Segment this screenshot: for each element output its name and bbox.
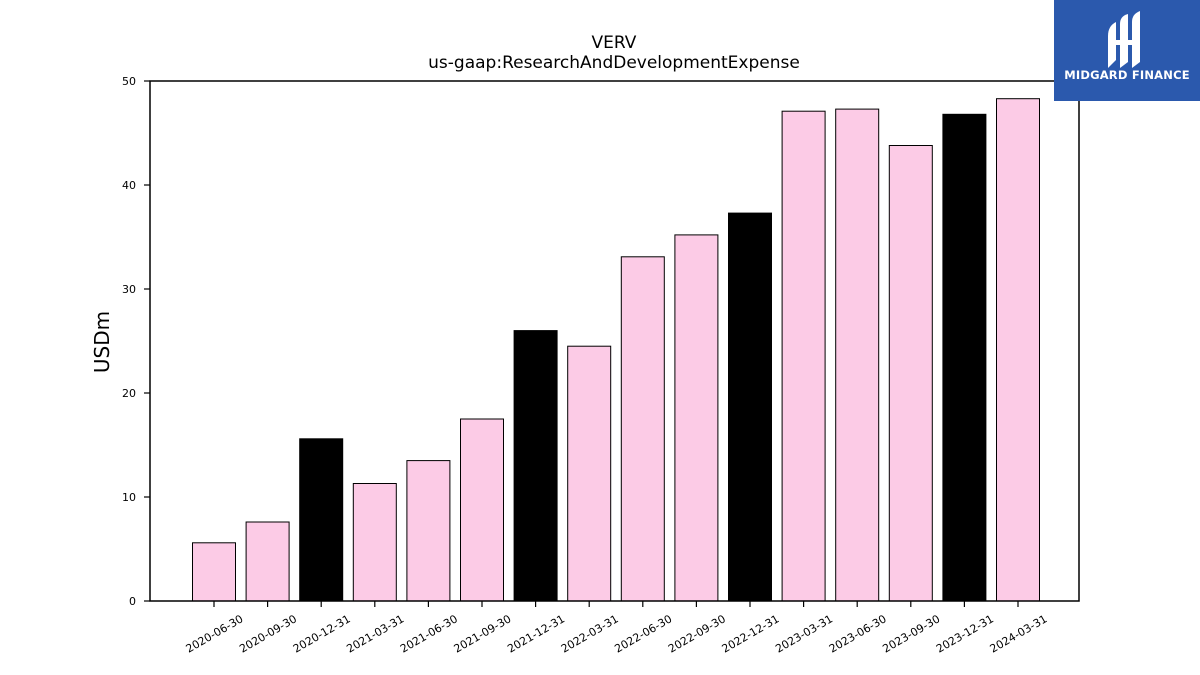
bar-2020-09-30 <box>245 521 290 602</box>
midgard-finance-logo: MIDGARD FINANCE <box>1054 0 1200 101</box>
bar-2021-03-31 <box>352 483 397 602</box>
bar-2020-06-30 <box>192 542 236 602</box>
bar-2021-09-30 <box>460 418 504 602</box>
x-tick-label: 2023-12-31 <box>934 612 996 655</box>
bar-2023-03-31 <box>781 110 826 602</box>
y-tick-label: 30 <box>122 283 136 296</box>
y-tick-label: 50 <box>122 75 136 88</box>
x-tick-label: 2020-06-30 <box>184 612 246 655</box>
x-tick-label: 2024-03-31 <box>988 612 1050 655</box>
bar-2020-12-31 <box>299 438 344 602</box>
bar-2022-09-30 <box>674 234 719 602</box>
bar-2023-06-30 <box>835 108 880 602</box>
bars-group <box>192 98 1040 602</box>
x-axis: 2020-06-302020-09-302020-12-312021-03-31… <box>184 601 1050 656</box>
bar-2022-03-31 <box>567 345 612 602</box>
bar-2021-12-31 <box>513 330 558 602</box>
x-tick-label: 2022-09-30 <box>666 612 728 655</box>
bar-2022-12-31 <box>728 212 772 602</box>
y-tick-label: 40 <box>122 179 136 192</box>
x-tick-label: 2020-09-30 <box>237 612 299 655</box>
bar-2024-03-31 <box>996 98 1040 602</box>
x-tick-label: 2021-12-31 <box>505 612 567 655</box>
y-tick-label: 20 <box>122 387 136 400</box>
midgard-logo-icon <box>1108 11 1140 68</box>
x-tick-label: 2022-03-31 <box>559 612 621 655</box>
x-tick-label: 2023-09-30 <box>880 612 942 655</box>
y-tick-label: 0 <box>129 595 136 608</box>
y-tick-label: 10 <box>122 491 136 504</box>
x-tick-label: 2021-09-30 <box>452 612 514 655</box>
x-tick-label: 2023-06-30 <box>827 612 889 655</box>
chart-subtitle: us-gaap:ResearchAndDevelopmentExpense <box>428 53 800 73</box>
x-tick-label: 2022-06-30 <box>612 612 674 655</box>
plot-frame <box>149 80 1080 602</box>
bar-2023-12-31 <box>942 113 987 602</box>
bar-2022-06-30 <box>620 256 665 602</box>
y-axis: 0 10 20 30 40 50 <box>122 75 150 608</box>
x-tick-label: 2023-03-31 <box>773 612 835 655</box>
x-tick-label: 2020-12-31 <box>291 612 353 655</box>
logo-text: MIDGARD FINANCE <box>1064 68 1190 82</box>
y-axis-label: USDm <box>90 311 114 373</box>
x-tick-label: 2022-12-31 <box>720 612 782 655</box>
x-tick-label: 2021-03-31 <box>344 612 406 655</box>
x-tick-label: 2021-06-30 <box>398 612 460 655</box>
bar-2021-06-30 <box>406 460 451 602</box>
chart-title: VERV <box>592 33 637 53</box>
bar-2023-09-30 <box>888 145 933 602</box>
